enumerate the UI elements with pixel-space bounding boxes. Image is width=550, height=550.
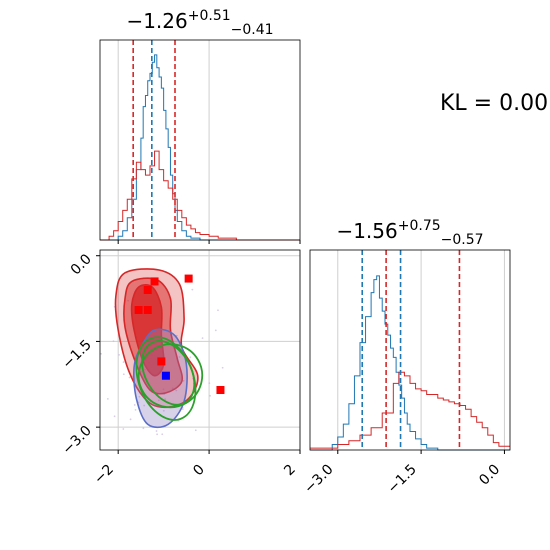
joint-y-tick-label: −1.5 (59, 337, 94, 372)
marginal-y-title-value: −1.56 (336, 219, 397, 243)
marginal-y-title: −1.56+0.75−0.57 (336, 218, 483, 248)
joint-sample-point (217, 309, 219, 312)
joint-contour-panel: −2 0 2 0.0 −1.5 −3.0 (59, 249, 301, 488)
joint-sample-point (128, 376, 131, 379)
red-square-marker (216, 386, 225, 394)
joint-sample-point (133, 404, 136, 406)
marginal-x-ticks (117, 240, 301, 244)
red-square-marker (143, 286, 152, 294)
marginal-x-grid (117, 40, 210, 240)
marginal-y-tick-label: −3.0 (301, 462, 336, 497)
joint-sample-point (118, 354, 121, 356)
marginal-x-title: −1.26+0.51−0.41 (126, 8, 273, 38)
joint-x-tick-label: −2 (91, 462, 117, 488)
joint-sample-point (182, 379, 185, 382)
joint-sample-point (113, 415, 116, 418)
joint-frame (99, 249, 301, 451)
marginal-y-histograms (310, 275, 510, 451)
marginal-y-title-sub: −0.57 (441, 232, 484, 248)
joint-sample-point (138, 395, 141, 398)
marginal-y-tick-label: 0.0 (476, 462, 503, 489)
marginal-y-frame (309, 249, 511, 451)
joint-sample-point (161, 433, 164, 436)
joint-sample-point (129, 418, 132, 421)
joint-sample-point (162, 409, 165, 412)
marginal-y-blue-histogram (310, 275, 510, 451)
joint-sample-point (164, 398, 167, 401)
joint-sample-point (112, 340, 115, 343)
joint-sample-point (194, 429, 197, 432)
joint-blue-contour-level (133, 328, 188, 429)
joint-sample-point (209, 394, 211, 397)
red-square-marker (143, 306, 152, 314)
joint-sample-point (201, 337, 204, 340)
marginal-y-red-histogram (310, 371, 510, 449)
red-square-marker (134, 306, 143, 314)
joint-sample-point (191, 288, 194, 291)
joint-sample-point (157, 399, 160, 402)
joint-sample-point (85, 322, 87, 324)
marginal-histogram-x-panel: −1.26+0.51−0.41 (99, 8, 301, 244)
joint-green-contour (141, 340, 196, 406)
joint-sample-point (178, 356, 181, 358)
joint-sample-point (156, 433, 158, 436)
red-square-marker (157, 357, 166, 366)
joint-sample-point (122, 361, 125, 363)
joint-sample-point (78, 414, 80, 416)
joint-x-tick-label: 2 (281, 462, 299, 480)
joint-sample-point (149, 457, 151, 459)
marginal-y-ticks: −3.0 −1.5 0.0 (301, 450, 505, 497)
joint-sample-point (189, 356, 192, 359)
red-square-marker (150, 277, 159, 286)
joint-sample-point (214, 329, 217, 332)
joint-markers (134, 274, 225, 394)
marginal-x-histograms (100, 54, 300, 241)
joint-sample-point (100, 352, 102, 355)
marginal-x-blue-histogram (100, 54, 300, 241)
joint-sample-point (122, 428, 125, 430)
marginal-x-quantile-lines (132, 40, 176, 240)
joint-x-tick-label: 0 (190, 462, 208, 480)
blue-square-marker (161, 371, 170, 380)
marginal-x-red-histogram (100, 150, 300, 241)
joint-sample-point (142, 427, 145, 430)
joint-green-contours (135, 336, 204, 421)
marginal-y-tick-label: −1.5 (385, 462, 420, 497)
joint-sample-point (181, 408, 184, 411)
marginal-y-title-sup: +0.75 (398, 218, 441, 234)
joint-sample-point (221, 366, 224, 369)
marginal-x-title-value: −1.26 (126, 9, 187, 33)
joint-sample-point (96, 358, 98, 360)
kl-divergence-label: KL = 0.00 (440, 91, 548, 116)
joint-sample-point (175, 389, 178, 392)
joint-sample-point (93, 372, 95, 374)
marginal-x-title-sup: +0.51 (188, 8, 231, 24)
joint-y-tick-label: 0.0 (68, 251, 95, 278)
marginal-y-grid (337, 250, 505, 450)
joint-y-tick-label: −3.0 (59, 423, 94, 458)
red-square-marker (184, 274, 193, 283)
marginal-y-quantile-lines (361, 250, 461, 450)
marginal-histogram-y-panel: −3.0 −1.5 0.0 −1.56+0.75−0.57 (301, 218, 511, 497)
joint-sample-point (143, 404, 146, 407)
joint-sample-point (208, 382, 211, 385)
marginal-x-frame (99, 39, 301, 241)
marginal-x-title-sub: −0.41 (231, 22, 274, 38)
joint-sample-point (106, 397, 109, 400)
joint-sample-point (134, 408, 137, 411)
joint-sample-point (122, 373, 125, 376)
joint-blue-contour (133, 328, 188, 429)
joint-sample-point (155, 430, 158, 432)
